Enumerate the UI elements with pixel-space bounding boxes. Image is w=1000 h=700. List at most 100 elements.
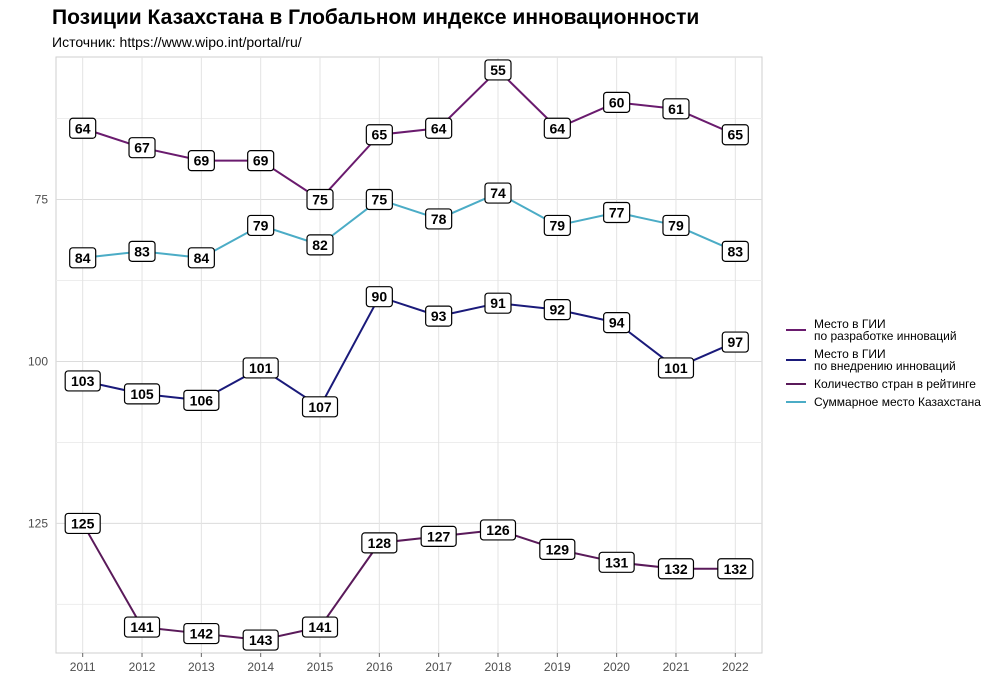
data-label-box <box>420 525 457 547</box>
data-label: 61 <box>668 101 684 117</box>
data-label: 92 <box>550 302 566 318</box>
data-label-box <box>721 240 749 262</box>
data-label: 90 <box>372 289 388 305</box>
legend-swatch <box>786 401 806 403</box>
legend-label: Суммарное место Казахстана <box>814 395 981 409</box>
data-label: 126 <box>486 522 510 538</box>
data-label: 91 <box>490 295 506 311</box>
data-label-box <box>365 124 393 146</box>
data-label-box <box>484 292 512 314</box>
x-tick-label: 2022 <box>722 660 749 674</box>
data-label-box <box>247 150 275 172</box>
data-label: 64 <box>431 120 447 136</box>
data-label-box <box>721 124 749 146</box>
data-label-box <box>247 214 275 237</box>
data-label-box <box>657 357 695 379</box>
x-tick-label: 2021 <box>663 660 690 674</box>
data-label-box <box>365 286 393 308</box>
data-label-box <box>603 201 631 224</box>
data-label: 74 <box>490 185 506 201</box>
x-tick-label: 2011 <box>70 660 96 674</box>
x-tick-label: 2019 <box>544 660 571 674</box>
legend-label: Место в ГИИ по разработке инноваций <box>814 317 957 343</box>
x-tick-label: 2016 <box>366 660 393 674</box>
data-label-box <box>365 188 393 211</box>
data-label: 132 <box>664 561 688 577</box>
data-label: 64 <box>550 120 566 136</box>
data-label: 128 <box>368 535 392 551</box>
data-label: 65 <box>372 127 388 143</box>
y-tick-label: 125 <box>28 516 48 530</box>
data-label: 131 <box>605 554 629 570</box>
data-label-box <box>187 247 215 269</box>
data-label-box <box>242 357 279 379</box>
data-label-box <box>306 234 334 256</box>
data-label-box <box>425 305 453 327</box>
data-label-box <box>543 299 571 321</box>
data-label: 69 <box>253 153 269 169</box>
data-label: 79 <box>550 217 566 233</box>
data-label-box <box>187 150 215 172</box>
data-label-box <box>721 331 749 353</box>
data-label: 106 <box>190 392 214 408</box>
data-label: 93 <box>431 308 447 324</box>
data-label: 65 <box>728 127 744 143</box>
data-label-box <box>425 117 453 139</box>
data-label: 77 <box>609 204 625 220</box>
data-label-box <box>123 616 161 638</box>
data-label: 94 <box>609 315 625 331</box>
x-tick-label: 2015 <box>307 660 334 674</box>
legend-item: Место в ГИИ по разработке инноваций <box>786 318 996 342</box>
y-tick-label: 100 <box>28 354 48 368</box>
data-label: 141 <box>308 619 332 635</box>
data-label-box <box>657 558 695 580</box>
data-label: 103 <box>71 373 95 389</box>
data-label-box <box>69 247 97 269</box>
legend-swatch <box>786 383 806 385</box>
plot-panel <box>55 56 763 654</box>
chart-legend: Место в ГИИ по разработке инноваций Место… <box>786 318 996 414</box>
data-label: 107 <box>308 399 332 415</box>
data-label-box <box>539 538 576 560</box>
data-label: 101 <box>664 360 688 376</box>
data-label-box <box>306 188 334 211</box>
data-label-box <box>242 629 279 651</box>
legend-swatch <box>786 359 806 361</box>
data-label: 143 <box>249 632 273 648</box>
data-label: 64 <box>75 120 91 136</box>
data-label-box <box>603 312 631 334</box>
data-label: 83 <box>134 243 150 259</box>
y-tick-label: 75 <box>35 193 49 207</box>
data-label: 79 <box>253 217 269 233</box>
data-label: 142 <box>190 626 214 642</box>
data-label-box <box>598 551 635 573</box>
legend-swatch <box>786 329 806 331</box>
data-label-box <box>128 137 156 159</box>
data-label-box <box>183 622 220 645</box>
legend-item: Количество стран в рейтинге <box>786 378 996 390</box>
data-label-box <box>128 240 156 262</box>
data-label-box <box>361 532 398 554</box>
data-label: 78 <box>431 211 447 227</box>
chart-title: Позиции Казахстана в Глобальном индексе … <box>52 6 700 29</box>
data-label-box <box>301 396 339 418</box>
data-label: 105 <box>130 386 154 402</box>
data-label-box <box>484 182 512 204</box>
data-label-box <box>543 214 571 237</box>
data-label: 79 <box>668 217 684 233</box>
data-label: 125 <box>71 515 95 531</box>
data-label-box <box>123 383 161 405</box>
data-label-box <box>479 519 517 541</box>
legend-item: Место в ГИИ по внедрению инноваций <box>786 348 996 372</box>
data-label: 75 <box>312 192 328 208</box>
data-label: 55 <box>490 62 506 78</box>
data-label-box <box>603 91 631 113</box>
data-label: 84 <box>75 250 91 266</box>
x-tick-label: 2014 <box>247 660 274 674</box>
data-label-box <box>662 214 690 237</box>
data-label: 132 <box>724 561 748 577</box>
data-label-box <box>543 117 571 139</box>
data-label-box <box>64 512 101 535</box>
data-label-box <box>183 389 220 411</box>
legend-item: Суммарное место Казахстана <box>786 396 996 408</box>
